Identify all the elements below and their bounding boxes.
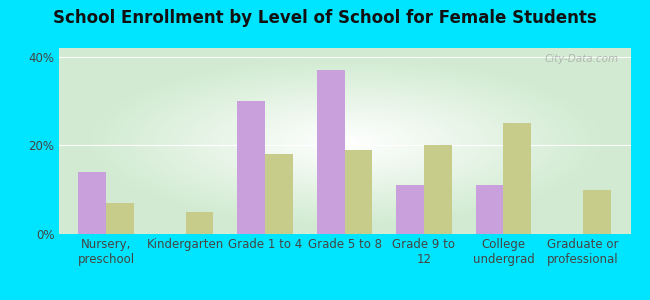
Bar — [186, 212, 213, 234]
Bar — [317, 70, 345, 234]
Bar — [503, 123, 531, 234]
Text: City-Data.com: City-Data.com — [545, 54, 619, 64]
Bar — [237, 101, 265, 234]
Bar — [424, 146, 452, 234]
Bar — [106, 203, 134, 234]
Text: School Enrollment by Level of School for Female Students: School Enrollment by Level of School for… — [53, 9, 597, 27]
Bar — [344, 150, 372, 234]
Bar — [79, 172, 106, 234]
Bar — [476, 185, 503, 234]
Bar — [265, 154, 293, 234]
Bar — [583, 190, 610, 234]
Bar — [396, 185, 424, 234]
